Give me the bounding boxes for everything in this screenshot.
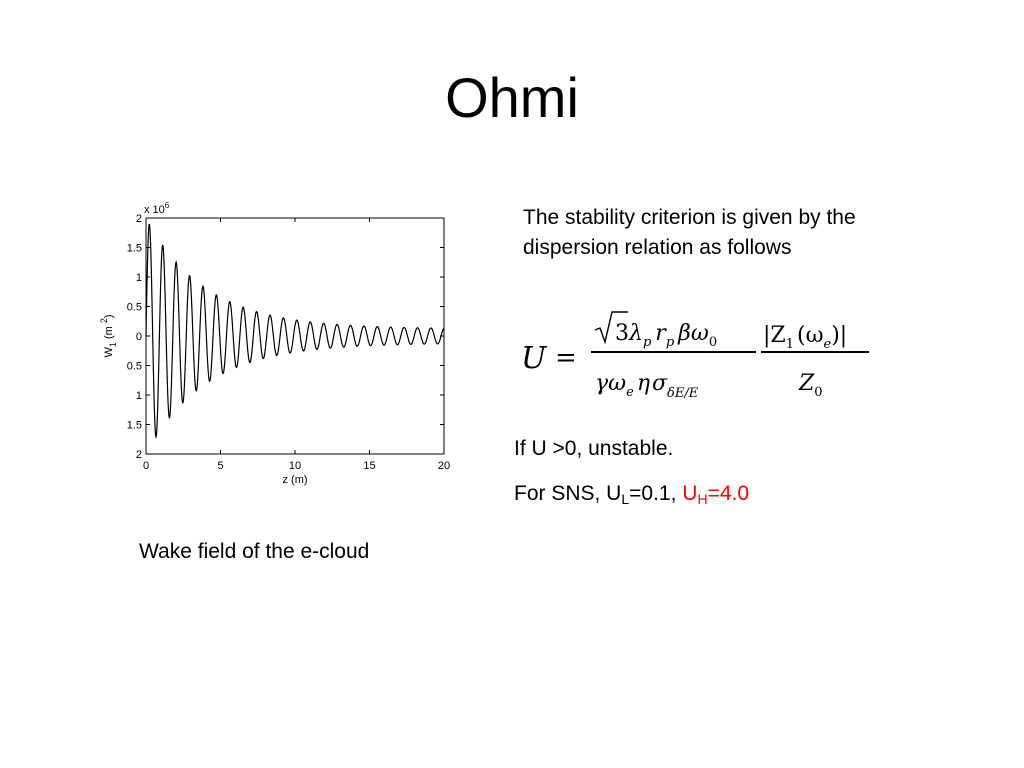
plot-frame xyxy=(145,217,445,455)
x-tick-label: 20 xyxy=(438,460,450,472)
x-tick-label: 5 xyxy=(217,460,223,472)
sns-prefix: For SNS, U xyxy=(514,482,622,505)
formula-equals: = xyxy=(555,343,577,373)
x-axis-label: z (m) xyxy=(282,474,307,486)
y-axis-ticks: 2 1.5 1 0.5 0 0.5 1 1.5 2 xyxy=(127,213,444,461)
x-axis-ticks: 0 5 10 15 20 xyxy=(143,218,450,472)
formula-lhs: U xyxy=(521,341,548,376)
formula-graphic: U = 3 λp rp βω0 γωe ησδE/E |Z1 (ωe)| Z0 xyxy=(521,311,869,401)
stability-formula: U = 3 λp rp βω0 γωe ησδE/E |Z1 (ωe)| Z0 xyxy=(515,308,875,413)
denominator-two: Z0 xyxy=(798,371,823,400)
svg-text:W1 (m 2): W1 (m 2) xyxy=(99,314,118,357)
y-tick-label: 1.5 xyxy=(127,243,142,255)
wake-field-plot: 2 1.5 1 0.5 0 0.5 1 1.5 2 0 5 10 15 20 x 106 z (m) W… xyxy=(98,198,458,503)
wake-field-chart: 2 1.5 1 0.5 0 0.5 1 1.5 2 0 5 10 15 20 x 106 z (m) W… xyxy=(99,201,450,486)
sqrt-symbol xyxy=(594,311,628,345)
sqrt-argument: 3 xyxy=(615,321,629,346)
sns-values: For SNS, UL=0.1, UH=4.0 xyxy=(514,479,749,514)
y-tick-label: 1 xyxy=(136,390,142,402)
x-tick-label: 0 xyxy=(143,460,149,472)
ul-subscript: L xyxy=(621,491,630,507)
y-tick-label: 0 xyxy=(136,331,142,343)
uh-highlight: UH=4.0 xyxy=(682,482,750,507)
y-tick-label: 1.5 xyxy=(127,420,142,432)
wake-series-line xyxy=(145,223,445,439)
y-tick-label: 2 xyxy=(136,449,142,461)
stability-criterion-text: The stability criterion is given by the … xyxy=(523,206,856,259)
y-tick-label: 2 xyxy=(136,213,142,225)
ul-value: =0.1, xyxy=(629,482,683,505)
y-tick-label: 1 xyxy=(136,272,142,284)
numerator-two: |Z1 (ωe)| xyxy=(763,323,847,352)
slide-title: Ohmi xyxy=(445,66,579,129)
plot-caption: Wake field of the e-cloud xyxy=(139,540,370,563)
x-tick-label: 15 xyxy=(363,460,375,472)
instability-condition: If U >0, unstable. xyxy=(514,437,674,460)
numerator-one: λp rp βω0 xyxy=(628,321,717,350)
denominator-one: γωe ησδE/E xyxy=(595,371,699,401)
y-axis-label: W1 (m 2) xyxy=(99,314,118,357)
y-tick-label: 0.5 xyxy=(127,302,142,314)
y-multiplier: x 106 xyxy=(144,201,170,216)
x-tick-label: 10 xyxy=(289,460,301,472)
y-tick-label: 0.5 xyxy=(127,361,142,373)
